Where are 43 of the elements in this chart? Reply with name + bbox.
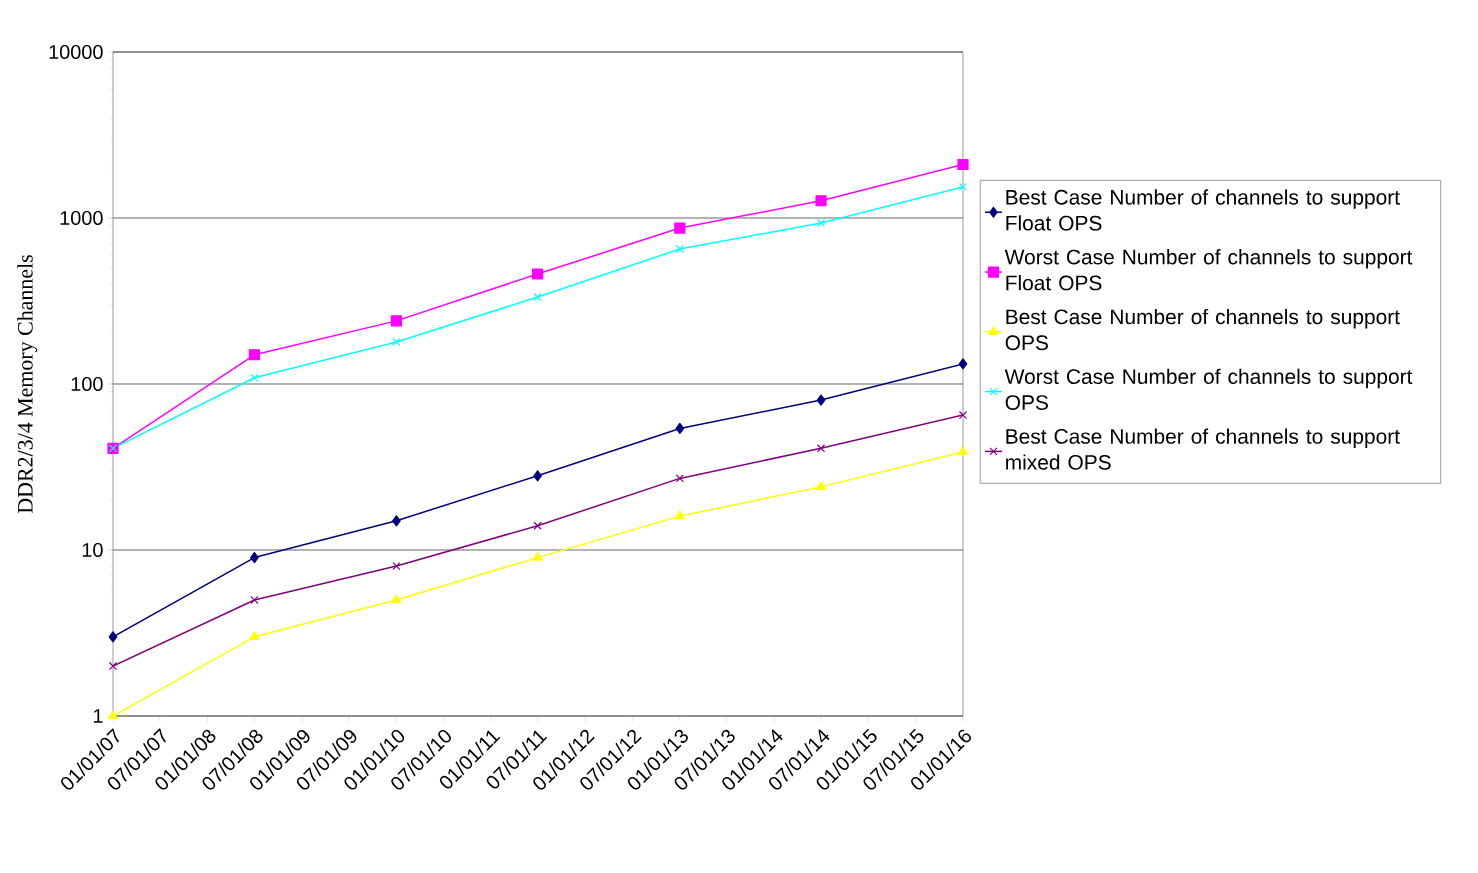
point (108, 631, 118, 643)
legend-label: Best Case Number of channels to support Float OPS (1006, 189, 1400, 231)
point (675, 244, 684, 254)
point (250, 373, 259, 382)
point (816, 444, 826, 453)
point (392, 561, 401, 571)
y-tick-label: 1000 (60, 210, 103, 226)
point (532, 268, 544, 280)
point (816, 481, 826, 490)
point (815, 195, 827, 207)
point (533, 521, 542, 530)
point (957, 158, 969, 171)
legend-label: Best Case Number of channels to support mixed OPS (1006, 428, 1400, 470)
point (816, 218, 826, 228)
point (392, 337, 401, 347)
point (249, 631, 260, 640)
y-tick-label: 100 (71, 376, 103, 392)
point (248, 349, 261, 361)
point (958, 182, 968, 192)
point (392, 515, 401, 527)
legend-label: Worst Case Number of channels to support Float OPS (1004, 249, 1413, 291)
point (532, 551, 543, 561)
point (958, 410, 968, 420)
point (674, 510, 685, 520)
y-axis-title: DDR2/3/4 Memory Channels (17, 255, 38, 514)
point (533, 470, 542, 482)
point (533, 292, 542, 302)
legend-label: Best Case Number of channels to support OPS (1005, 308, 1400, 351)
point (108, 710, 118, 720)
point (958, 358, 968, 370)
point (391, 594, 402, 604)
point (108, 661, 118, 671)
y-tick-label: 10000 (49, 44, 103, 60)
point (250, 595, 259, 605)
y-tick-label: 1 (93, 709, 103, 723)
point (675, 474, 684, 483)
y-tick-label: 10 (82, 542, 103, 558)
point (675, 422, 685, 435)
point (674, 222, 686, 234)
point (958, 446, 968, 455)
point (816, 394, 826, 406)
legend-label: Worst Case Number of channels to support OPS (1004, 368, 1413, 410)
point (390, 315, 403, 327)
